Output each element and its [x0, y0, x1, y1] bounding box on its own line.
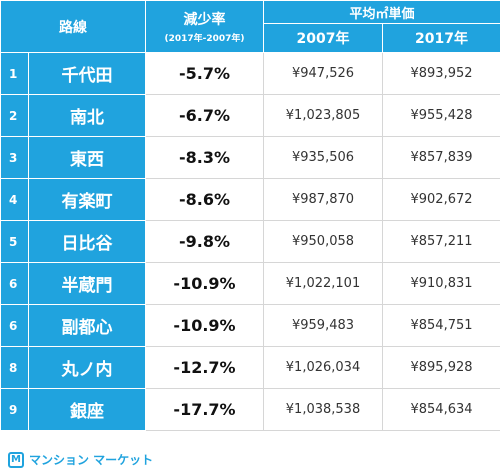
line-name-cell: 南北	[28, 94, 146, 137]
line-name-cell: 日比谷	[28, 220, 146, 263]
price-2007-cell: ¥947,526	[263, 52, 383, 95]
rank-cell: 1	[0, 52, 29, 95]
table-row: 4 有楽町 -8.6% ¥987,870 ¥902,672	[0, 178, 500, 221]
price-2007-cell: ¥959,483	[263, 304, 383, 347]
rank-cell: 2	[0, 94, 29, 137]
rank-cell: 6	[0, 304, 29, 347]
ranking-table: 路線 減少率 (2017年-2007年) 平均㎡単価 2007年 2017年 1…	[0, 0, 500, 431]
price-2007-cell: ¥1,026,034	[263, 346, 383, 389]
line-name-cell: 東西	[28, 136, 146, 179]
footer-brand: M マンション マーケット	[8, 451, 153, 468]
rank-cell: 3	[0, 136, 29, 179]
line-name-cell: 銀座	[28, 388, 146, 431]
rank-cell: 8	[0, 346, 29, 389]
header-rate-title: 減少率	[183, 12, 226, 28]
line-name-cell: 有楽町	[28, 178, 146, 221]
price-2017-cell: ¥854,751	[381, 304, 500, 347]
rank-cell: 5	[0, 220, 29, 263]
price-2017-cell: ¥854,634	[381, 388, 500, 431]
table-row: 5 日比谷 -9.8% ¥950,058 ¥857,211	[0, 220, 500, 263]
table-row: 6 半蔵門 -10.9% ¥1,022,101 ¥910,831	[0, 262, 500, 305]
table-row: 1 千代田 -5.7% ¥947,526 ¥893,952	[0, 52, 500, 95]
table-row: 9 銀座 -17.7% ¥1,038,538 ¥854,634	[0, 388, 500, 431]
price-2007-cell: ¥950,058	[263, 220, 383, 263]
rank-cell: 9	[0, 388, 29, 431]
price-2007-cell: ¥935,506	[263, 136, 383, 179]
decrease-rate-cell: -8.6%	[145, 178, 264, 221]
mansion-market-logo-icon: M	[8, 451, 24, 468]
price-2017-cell: ¥955,428	[381, 94, 500, 137]
price-2017-cell: ¥910,831	[381, 262, 500, 305]
header-year-2007: 2007年	[263, 23, 383, 53]
price-2017-cell: ¥857,211	[381, 220, 500, 263]
header-year-2017: 2017年	[381, 23, 500, 53]
header-rate-subtitle: (2017年-2007年)	[164, 34, 245, 44]
header-price: 平均㎡単価	[262, 0, 500, 24]
table-row: 6 副都心 -10.9% ¥959,483 ¥854,751	[0, 304, 500, 347]
decrease-rate-cell: -12.7%	[145, 346, 264, 389]
table-row: 2 南北 -6.7% ¥1,023,805 ¥955,428	[0, 94, 500, 137]
brand-name: マンション マーケット	[29, 453, 154, 467]
line-name-cell: 丸ノ内	[28, 346, 146, 389]
decrease-rate-cell: -10.9%	[145, 262, 264, 305]
header-rate: 減少率 (2017年-2007年)	[145, 0, 264, 53]
price-2007-cell: ¥1,023,805	[263, 94, 383, 137]
decrease-rate-cell: -5.7%	[145, 52, 264, 95]
price-2007-cell: ¥1,022,101	[263, 262, 383, 305]
price-2017-cell: ¥857,839	[381, 136, 500, 179]
price-2007-cell: ¥1,038,538	[263, 388, 383, 431]
price-2017-cell: ¥893,952	[381, 52, 500, 95]
table-body: 1 千代田 -5.7% ¥947,526 ¥893,952 2 南北 -6.7% ¥1,023,…	[0, 52, 500, 431]
price-2007-cell: ¥987,870	[263, 178, 383, 221]
decrease-rate-cell: -17.7%	[145, 388, 264, 431]
line-name-cell: 千代田	[28, 52, 146, 95]
line-name-cell: 半蔵門	[28, 262, 146, 305]
decrease-rate-cell: -10.9%	[145, 304, 264, 347]
line-name-cell: 副都心	[28, 304, 146, 347]
price-2017-cell: ¥902,672	[381, 178, 500, 221]
decrease-rate-cell: -9.8%	[145, 220, 264, 263]
price-2017-cell: ¥895,928	[381, 346, 500, 389]
header-route: 路線	[0, 0, 146, 53]
rank-cell: 6	[0, 262, 29, 305]
decrease-rate-cell: -6.7%	[145, 94, 264, 137]
rank-cell: 4	[0, 178, 29, 221]
decrease-rate-cell: -8.3%	[145, 136, 264, 179]
table-row: 8 丸ノ内 -12.7% ¥1,026,034 ¥895,928	[0, 346, 500, 389]
table-row: 3 東西 -8.3% ¥935,506 ¥857,839	[0, 136, 500, 179]
